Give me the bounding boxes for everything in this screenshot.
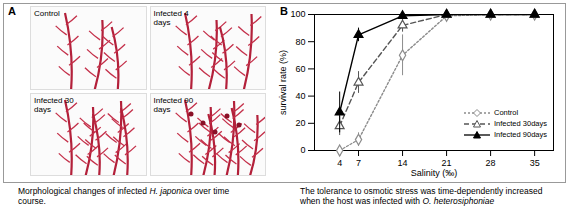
html-text:The tolerance to osmotic stres: The tolerance to osmotic stress was time… — [300, 186, 543, 206]
svg-text:survival rate (%): survival rate (%) — [278, 50, 288, 115]
svg-text:60: 60 — [295, 64, 305, 74]
svg-text:Salinity (‰): Salinity (‰) — [411, 168, 458, 178]
svg-text:21: 21 — [442, 158, 452, 168]
svg-text:7: 7 — [356, 158, 361, 168]
svg-text:35: 35 — [530, 158, 540, 168]
svg-text:28: 28 — [486, 158, 496, 168]
svg-text:4: 4 — [337, 158, 342, 168]
svg-text:100: 100 — [290, 9, 305, 19]
html-text:Infected 30days: Infected 30days — [494, 119, 547, 128]
html-text:Control: Control — [34, 9, 60, 18]
html-text:Infected 30 days: Infected 30 days — [34, 95, 74, 114]
html-text:Infected 90 days: Infected 90 days — [153, 95, 194, 114]
svg-text:40: 40 — [295, 91, 305, 101]
html-text:Infected 4 days: Infected 4 days — [153, 9, 189, 27]
html-text:Morphological changes of infec: Morphological changes of infected H. jap… — [18, 186, 230, 206]
svg-text:14: 14 — [398, 158, 408, 168]
html-text:B: B — [280, 5, 288, 17]
html-text:Control: Control — [494, 108, 519, 117]
html-text:A: A — [8, 5, 16, 17]
svg-text:80: 80 — [295, 37, 305, 47]
html-text:Infected 90days: Infected 90days — [494, 130, 547, 139]
svg-text:0: 0 — [300, 145, 305, 155]
svg-text:20: 20 — [295, 118, 305, 128]
